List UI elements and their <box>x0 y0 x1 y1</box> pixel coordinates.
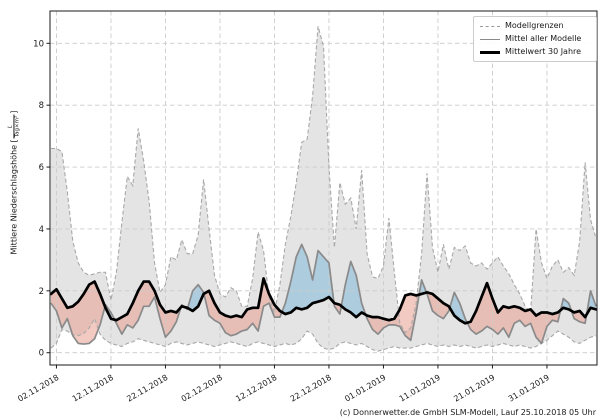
x-tick-label: 12.11.2018 <box>71 373 115 404</box>
x-tick-label: 01.01.2019 <box>343 373 387 404</box>
legend-item-mittelwert-30-jahre: Mittelwert 30 Jahre <box>480 47 590 57</box>
envelope-area <box>51 26 596 352</box>
x-tick-label: 02.11.2018 <box>16 373 60 404</box>
y-tick-label: 6 <box>39 163 44 173</box>
unit-denominator: Tag×m² <box>14 115 21 138</box>
x-tick-label: 21.01.2019 <box>452 373 496 404</box>
y-axis-title: Mittlere Niederschlagshöhe [L Tag×m²] <box>7 63 21 303</box>
gridlines <box>50 11 597 365</box>
y-tick-label: 0 <box>39 349 44 359</box>
x-tick-label: 22.11.2018 <box>125 373 169 404</box>
surplus-area <box>449 292 468 324</box>
y-tick-label: 4 <box>39 225 44 235</box>
x-tick-label: 22.12.2018 <box>289 373 333 404</box>
axis-ticks <box>46 42 548 369</box>
surplus-area <box>341 261 366 318</box>
envelope-max-line <box>51 26 597 334</box>
y-tick-label: 2 <box>39 287 44 297</box>
model-envelope-borders <box>50 26 597 352</box>
surplus-area <box>281 244 334 315</box>
deficit-area <box>114 281 182 338</box>
x-tick-label: 11.01.2019 <box>398 373 442 404</box>
legend-label: Mittel aller Modelle <box>505 34 582 43</box>
x-tick-label: 12.12.2018 <box>234 373 278 404</box>
envelope-min-line <box>50 317 597 352</box>
data-series-lines <box>50 243 597 345</box>
y-axis-title-text: Mittlere Niederschlagshöhe [ <box>9 139 19 255</box>
x-tick-label: 31.01.2019 <box>507 373 551 404</box>
surplus-area <box>187 284 204 311</box>
y-tick-label: 10 <box>33 39 44 49</box>
deficit-area <box>571 310 587 324</box>
deficit-area <box>203 278 282 336</box>
unit-numerator: L <box>7 114 15 139</box>
model-envelope-fill <box>51 26 596 352</box>
legend-item-modellgrenzen: Modellgrenzen <box>480 21 590 31</box>
legend: Modellgrenzen Mittel aller Modelle Mitte… <box>473 16 597 62</box>
copyright-caption: (c) Donnerwetter.de GmbH SLM-Modell, Lau… <box>339 408 596 417</box>
gray-line-icon <box>480 38 500 40</box>
plot-border <box>49 10 598 366</box>
legend-item-mittel-aller-modelle: Mittel aller Modelle <box>480 34 590 44</box>
dashed-line-icon <box>480 25 500 27</box>
legend-label: Modellgrenzen <box>505 21 564 30</box>
y-tick-labels: 0 2 4 6 8 10 <box>33 39 44 358</box>
black-line-icon <box>480 50 500 54</box>
deficit-area <box>365 293 420 341</box>
x-tick-label: 02.12.2018 <box>180 373 224 404</box>
y-tick-label: 8 <box>39 101 44 111</box>
y-axis-unit-fraction: L Tag×m² <box>7 114 21 139</box>
model-mean-line <box>50 243 597 345</box>
x-tick-labels: 02.11.2018 12.11.2018 22.11.2018 02.12.2018… <box>16 373 551 404</box>
y-axis-title-suffix: ] <box>9 110 19 114</box>
legend-label: Mittelwert 30 Jahre <box>505 47 582 56</box>
mean30-line <box>50 277 597 325</box>
deficit-area <box>51 281 106 345</box>
